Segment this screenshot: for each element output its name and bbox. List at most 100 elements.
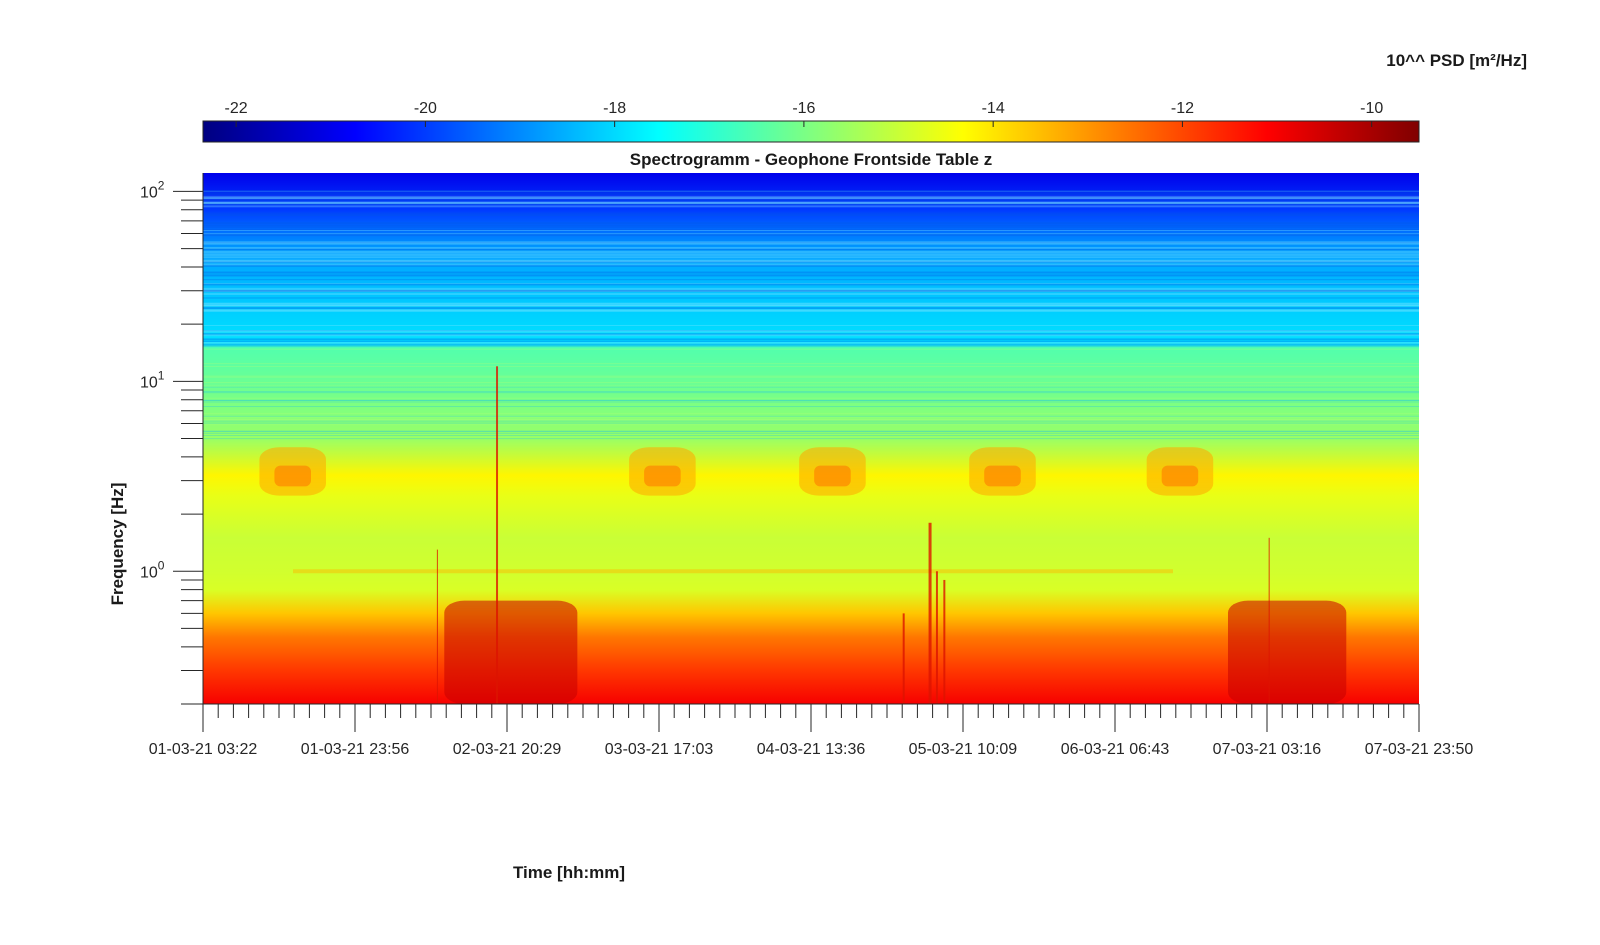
tonal-stripe (203, 289, 1419, 292)
activity-region (1227, 600, 1347, 704)
transient-streak (943, 579, 946, 704)
tonal-stripe (203, 192, 1419, 194)
tonal-stripe (203, 261, 1419, 263)
tonal-stripe (203, 260, 1419, 263)
tonal-stripe (203, 386, 1419, 388)
chart-title: Spectrogramm - Geophone Frontside Table … (630, 150, 992, 169)
tonal-stripe (203, 199, 1419, 202)
tonal-stripe (203, 391, 1419, 393)
tonal-stripe (203, 399, 1419, 401)
tonal-stripe (203, 289, 1419, 292)
tonal-stripe (203, 420, 1419, 422)
band-boundary (203, 343, 1419, 346)
transient-streak (436, 549, 438, 704)
tonal-stripe (203, 250, 1419, 253)
tonal-stripe (203, 418, 1419, 420)
colorbar-tick-label: -22 (225, 100, 248, 117)
tonal-stripe (203, 290, 1419, 293)
tonal-stripe (203, 243, 1419, 245)
tonal-stripe (203, 202, 1419, 205)
y-tick-label: 102 (140, 178, 165, 201)
tonal-stripe (203, 256, 1419, 259)
colorbar-tick-label: -16 (792, 100, 815, 117)
tonal-stripe (203, 345, 1419, 347)
tonal-stripe (203, 415, 1419, 417)
x-axis-label: Time [hh:mm] (513, 863, 625, 882)
tonal-stripe (203, 431, 1419, 433)
activity-region (1146, 447, 1214, 496)
colorbar-tick-label: -20 (414, 100, 437, 117)
y-tick-exponent: 1 (158, 368, 165, 382)
tonal-stripe (203, 224, 1419, 227)
activity-core (984, 465, 1021, 487)
tonal-stripe (203, 283, 1419, 285)
tonal-stripe (203, 205, 1419, 208)
tonal-stripe (203, 304, 1419, 306)
activity-core (814, 465, 851, 487)
colorbar: -22 -20 -18 -16 -14 -12 -10 (202, 100, 1420, 143)
y-tick-label: 101 (140, 368, 165, 391)
activity-regions (259, 447, 1347, 704)
tonal-stripe (203, 252, 1419, 254)
tonal-stripe (203, 330, 1419, 332)
colorbar-tick-label: -12 (1171, 100, 1194, 117)
tonal-stripe (203, 212, 1419, 214)
tonal-stripe (203, 307, 1419, 310)
transient-streaks (436, 366, 1270, 704)
tonal-stripe (203, 198, 1419, 200)
tonal-stripe (203, 229, 1419, 231)
tonal-stripe (203, 310, 1419, 312)
tonal-line-1hz (293, 569, 1173, 574)
activity-region (259, 447, 326, 496)
tonal-stripe (203, 242, 1419, 244)
tonal-stripe (203, 309, 1419, 312)
tonal-stripe (203, 325, 1419, 327)
tonal-stripe (203, 246, 1419, 249)
colorbar-tick-label: -18 (603, 100, 626, 117)
transient-streak (935, 571, 938, 704)
activity-region (799, 447, 866, 496)
tonal-stripe (203, 227, 1419, 229)
tonal-stripe (203, 303, 1419, 306)
tonal-stripe (203, 376, 1419, 378)
tonal-stripe (203, 297, 1419, 299)
tonal-stripe (203, 201, 1419, 203)
spectrogram-background (203, 173, 1419, 704)
x-tick-label: 03-03-21 17:03 (605, 741, 714, 758)
activity-core (644, 465, 681, 487)
x-tick-label: 01-03-21 23:56 (301, 741, 410, 758)
tonal-stripe (203, 229, 1419, 231)
tonal-stripe (203, 375, 1419, 377)
x-tick-label: 07-03-21 03:16 (1213, 741, 1322, 758)
tonal-stripe (203, 340, 1419, 342)
tonal-stripe (203, 279, 1419, 281)
transient-streak (928, 522, 932, 704)
tonal-stripe (203, 274, 1419, 277)
tonal-stripe (203, 342, 1419, 344)
tonal-stripe (203, 338, 1419, 341)
tonal-stripe (203, 241, 1419, 243)
tonal-stripe (203, 193, 1419, 196)
tonal-stripe (203, 248, 1419, 251)
tonal-stripe (203, 399, 1419, 401)
tonal-stripe (203, 233, 1419, 235)
tonal-stripe (203, 424, 1419, 426)
tonal-stripe (203, 302, 1419, 304)
tonal-stripe (203, 397, 1419, 399)
spectrogram-plot-area (203, 173, 1419, 704)
tonal-stripe (203, 385, 1419, 387)
y-tick-label: 100 (140, 558, 165, 581)
x-tick-label: 05-03-21 10:09 (909, 741, 1018, 758)
colorbar-gradient (202, 120, 1420, 143)
tonal-stripe (203, 259, 1419, 262)
tonal-stripe (203, 292, 1419, 295)
colorbar-ticks: -22 -20 -18 -16 -14 -12 -10 (225, 100, 1383, 127)
x-tick-label: 06-03-21 06:43 (1061, 741, 1170, 758)
tonal-stripe (203, 203, 1419, 206)
tonal-stripe (203, 342, 1419, 344)
tonal-stripe (203, 413, 1419, 415)
tonal-stripe (203, 305, 1419, 307)
tonal-stripe (203, 333, 1419, 336)
tonal-stripe (203, 253, 1419, 256)
